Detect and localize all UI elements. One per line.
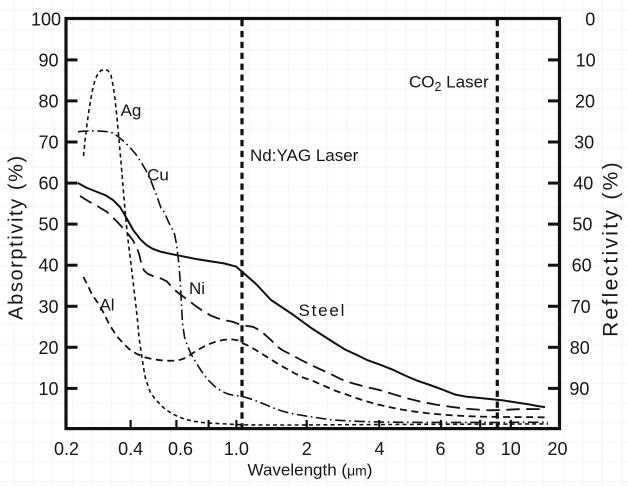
svg-text:90: 90 <box>569 379 589 399</box>
svg-text:Ni: Ni <box>189 279 205 298</box>
svg-text:Steel: Steel <box>299 301 347 320</box>
svg-text:70: 70 <box>38 133 58 153</box>
svg-text:10: 10 <box>38 379 58 399</box>
svg-text:20: 20 <box>575 91 595 111</box>
svg-text:0: 0 <box>585 9 595 29</box>
svg-text:10: 10 <box>576 50 596 70</box>
svg-text:40: 40 <box>573 174 593 194</box>
svg-text:6: 6 <box>435 439 445 459</box>
svg-text:10: 10 <box>501 439 521 459</box>
svg-text:Reflectivity (%): Reflectivity (%) <box>599 160 622 337</box>
svg-text:Cu: Cu <box>147 166 169 185</box>
svg-text:80: 80 <box>570 338 590 358</box>
svg-text:20: 20 <box>38 338 58 358</box>
svg-text:4: 4 <box>374 439 384 459</box>
svg-text:CO2 Laser: CO2 Laser <box>409 73 489 95</box>
svg-text:Ag: Ag <box>121 101 142 120</box>
svg-text:0.4: 0.4 <box>118 439 143 459</box>
svg-text:100: 100 <box>31 9 61 29</box>
svg-text:50: 50 <box>38 215 58 235</box>
svg-text:80: 80 <box>38 91 58 111</box>
svg-text:8: 8 <box>475 439 485 459</box>
svg-text:30: 30 <box>574 133 594 153</box>
svg-text:30: 30 <box>38 297 58 317</box>
svg-text:40: 40 <box>38 256 58 276</box>
svg-text:1.0: 1.0 <box>224 439 249 459</box>
svg-text:60: 60 <box>572 256 592 276</box>
svg-text:2: 2 <box>302 439 312 459</box>
svg-text:Al: Al <box>99 295 114 314</box>
svg-text:90: 90 <box>38 50 58 70</box>
svg-text:20: 20 <box>547 439 567 459</box>
svg-text:60: 60 <box>38 174 58 194</box>
svg-text:0.2: 0.2 <box>54 439 79 459</box>
svg-text:70: 70 <box>571 297 591 317</box>
svg-text:Nd:YAG Laser: Nd:YAG Laser <box>250 146 359 165</box>
svg-text:Absorptivity (%): Absorptivity (%) <box>5 154 27 320</box>
svg-text:Wavelength (μm): Wavelength (μm) <box>248 460 373 479</box>
svg-text:50: 50 <box>572 215 592 235</box>
svg-text:0.6: 0.6 <box>168 439 193 459</box>
